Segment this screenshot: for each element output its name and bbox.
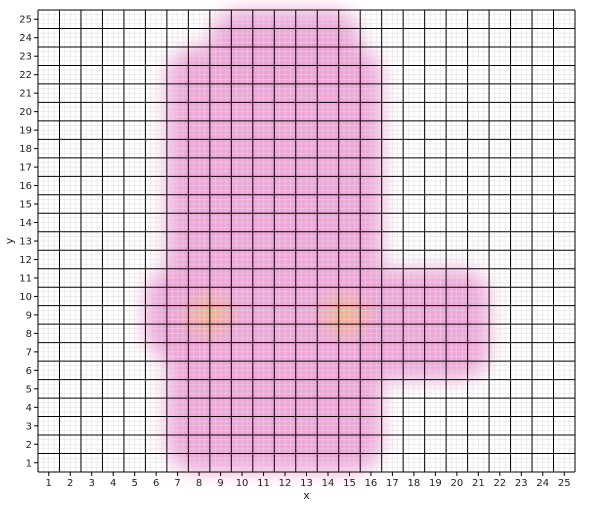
x-tick-label: 1	[46, 478, 52, 489]
x-tick-label: 4	[110, 478, 116, 489]
y-tick-label: 25	[19, 15, 32, 26]
x-tick-label: 25	[558, 478, 571, 489]
x-tick-label: 15	[343, 478, 356, 489]
x-tick-label: 16	[365, 478, 378, 489]
grid	[37, 9, 576, 473]
x-tick-label: 19	[429, 478, 442, 489]
x-tick-label: 3	[89, 478, 95, 489]
x-tick-label: 21	[472, 478, 485, 489]
y-tick-label: 4	[26, 403, 32, 414]
x-tick-label: 13	[300, 478, 313, 489]
y-tick-label: 9	[26, 310, 32, 321]
y-tick-label: 14	[19, 218, 32, 229]
x-tick-label: 20	[450, 478, 463, 489]
y-tick-label: 7	[26, 347, 32, 358]
x-tick-label: 6	[153, 478, 159, 489]
x-axis-label: x	[303, 489, 310, 502]
x-tick-label: 14	[322, 478, 335, 489]
x-tick-label: 18	[408, 478, 421, 489]
y-tick-label: 24	[19, 33, 32, 44]
y-tick-label: 1	[26, 458, 32, 469]
y-tick-label: 10	[19, 292, 32, 303]
y-axis-label: y	[3, 237, 16, 244]
y-tick-label: 19	[19, 126, 32, 137]
x-tick-label: 12	[279, 478, 292, 489]
x-tick-label: 22	[493, 478, 506, 489]
y-tick-label: 23	[19, 52, 32, 63]
y-tick-label: 15	[19, 200, 32, 211]
y-tick-label: 3	[26, 421, 32, 432]
y-tick-label: 8	[26, 329, 32, 340]
y-tick-label: 17	[19, 163, 32, 174]
y-tick-label: 18	[19, 144, 32, 155]
x-tick-label: 23	[515, 478, 528, 489]
x-tick-label: 7	[174, 478, 180, 489]
y-tick-label: 16	[19, 181, 32, 192]
y-tick-label: 13	[19, 237, 32, 248]
x-tick-label: 8	[196, 478, 202, 489]
x-tick-label: 10	[236, 478, 249, 489]
x-tick-label: 11	[257, 478, 270, 489]
y-tick-label: 20	[19, 107, 32, 118]
y-tick-label: 22	[19, 70, 32, 81]
y-tick-label: 5	[26, 384, 32, 395]
y-tick-label: 21	[19, 89, 32, 100]
y-tick-label: 12	[19, 255, 32, 266]
y-tick-label: 11	[19, 273, 32, 284]
x-tick-label: 2	[67, 478, 73, 489]
x-tick-label: 24	[536, 478, 549, 489]
y-tick-label: 2	[26, 440, 32, 451]
x-tick-label: 17	[386, 478, 399, 489]
y-tick-label: 6	[26, 366, 32, 377]
axes: 1 2 3 4 5 6 7 8 9 10 11 12 13 14 15 16 17 18 19 20 21 22 23 24 2…	[19, 10, 575, 489]
x-tick-label: 9	[217, 478, 223, 489]
x-tick-label: 5	[131, 478, 137, 489]
